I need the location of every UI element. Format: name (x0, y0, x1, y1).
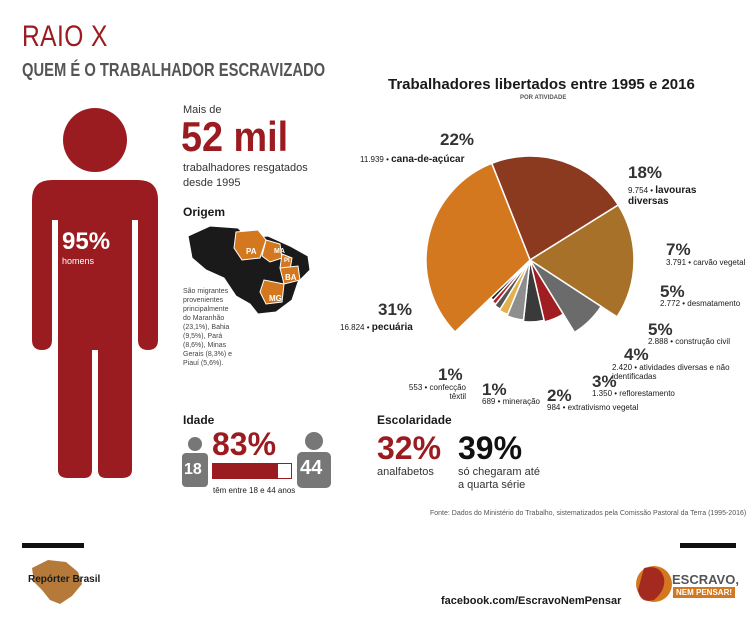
total-desc-1: trabalhadores resgatados (183, 162, 308, 174)
escolaridade-title: Escolaridade (377, 413, 452, 427)
fourth-grade-label-1: só chegaram até (458, 466, 540, 478)
illiterate-percent: 32% (377, 430, 442, 466)
activity-pie-chart (425, 155, 635, 334)
men-label: homens (62, 256, 95, 266)
slice-pct-atividades: 4% (624, 345, 649, 364)
total-number: 52 mil (181, 113, 289, 160)
total-desc-2: desde 1995 (183, 177, 241, 189)
illiterate-label: analfabetos (377, 466, 434, 478)
state-mg: MG (269, 294, 282, 303)
chart-subtitle: POR ATIVIDADE (520, 95, 567, 101)
slice-label-cana: 11.939 • cana-de-açúcar (360, 154, 465, 165)
slice-label-atividades: 2.420 • atividades diversas e não identi… (612, 363, 730, 381)
slice-pct-mineracao: 1% (482, 380, 507, 399)
age-max: 44 (300, 457, 323, 479)
footer-rule-right (680, 543, 736, 548)
slice-label-desmatamento: 2.772 • desmatamento (660, 299, 741, 308)
slice-pct-extrativismo: 2% (547, 386, 572, 405)
origem-title: Origem (183, 205, 226, 219)
state-ma: MA (274, 248, 285, 255)
pie-slice-pecuária (425, 162, 531, 334)
brazil-map-icon (187, 225, 311, 315)
idade-title: Idade (183, 413, 215, 427)
men-percent: 95% (62, 228, 111, 255)
origem-note: São migrantes provenientes principalmente d… (183, 288, 233, 367)
slice-label-extrativismo: 984 • extrativismo vegetal (547, 403, 639, 412)
slice-pct-lavouras: 18% (628, 163, 663, 182)
page-subtitle: QUEM É O TRABALHADOR ESCRAVIZADO (22, 60, 326, 80)
page-title: RAIO X (22, 20, 108, 53)
state-pi: PI (284, 258, 290, 264)
older-person-icon (297, 432, 331, 488)
reporter-brasil-logo-icon (32, 560, 82, 604)
pie-slice-desmatamento (529, 259, 565, 323)
state-pa: PA (246, 247, 257, 256)
slice-pct-desmatamento: 5% (660, 282, 685, 301)
slice-label-construcao: 2.888 • construção civil (648, 337, 730, 346)
age-bar (212, 463, 292, 479)
total-prefix: Mais de (183, 104, 222, 116)
age-min: 18 (184, 461, 202, 478)
slice-label-carvao: 3.791 • carvão vegetal (666, 258, 746, 267)
slice-label-lavouras: 9.754 • lavouras diversas (628, 185, 697, 207)
young-person-icon (182, 437, 208, 487)
age-bar-fill (213, 464, 278, 478)
escravo-logo-line1: ESCRAVO, (672, 572, 739, 587)
slice-pct-cana: 22% (440, 130, 475, 149)
slice-pct-pecuaria: 31% (378, 300, 413, 319)
reporter-brasil-logo-text: Repórter Brasil (28, 574, 101, 585)
slice-label-pecuaria: 16.824 • pecuária (340, 322, 413, 333)
state-ba: BA (285, 273, 297, 282)
footer-rule-left (22, 543, 84, 548)
escravo-nem-pensar-logo-icon (636, 566, 672, 602)
source-note: Fonte: Dados do Ministério do Trabalho, … (430, 510, 747, 517)
slice-pct-confeccao: 1% (438, 365, 463, 384)
age-percent: 83% (212, 426, 277, 462)
fourth-grade-percent: 39% (458, 430, 523, 466)
slice-pct-construcao: 5% (648, 320, 673, 339)
slice-label-confeccao: 553 • confecção têxtil (408, 383, 466, 401)
person-figure-icon (32, 108, 158, 478)
slice-pct-reflorestamento: 3% (592, 372, 617, 391)
slice-label-mineracao: 689 • mineração (482, 397, 540, 406)
slice-pct-carvao: 7% (666, 240, 691, 259)
pie-slice-cana-de-açúcar (490, 155, 620, 262)
pie-slice-carvão (529, 259, 603, 334)
fourth-grade-label-2: a quarta série (458, 479, 526, 491)
age-caption: têm entre 18 e 44 anos (213, 486, 296, 495)
slice-label-reflorestamento: 1.350 • reflorestamento (592, 389, 675, 398)
pie-slice-lavouras (528, 203, 635, 318)
chart-title: Trabalhadores libertados entre 1995 e 20… (388, 76, 695, 93)
facebook-link[interactable]: facebook.com/EscravoNemPensar (441, 595, 622, 607)
escravo-logo-line2: NEM PENSAR! (673, 587, 736, 598)
